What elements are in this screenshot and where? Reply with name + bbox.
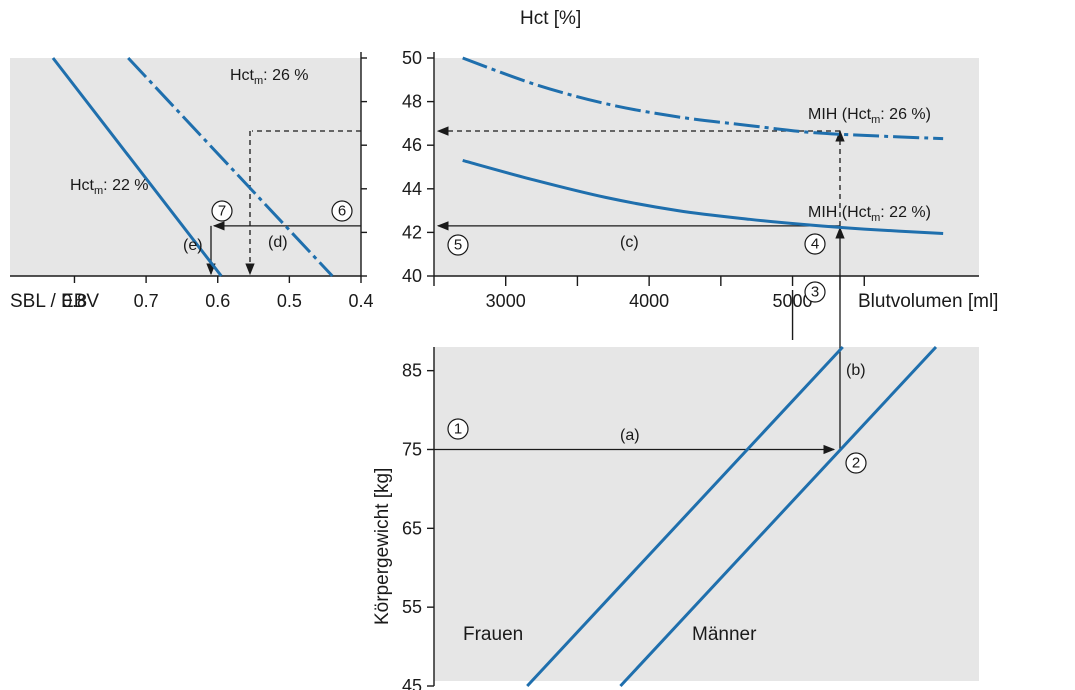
hct-tick-label: 42 [402, 222, 422, 242]
weight-tick-label: 65 [402, 518, 422, 538]
step-marker-7-circle [211, 200, 233, 222]
weight-tick-label: 55 [402, 597, 422, 617]
step-marker-6-circle [331, 200, 353, 222]
sbl-22-line [51, 57, 223, 277]
step-marker-2-circle [845, 452, 867, 474]
weight-tick-label: 45 [402, 676, 422, 690]
markers-layer: 1 2 3 4 5 6 7 [211, 200, 867, 474]
left-panel-background [10, 58, 361, 276]
bottom-panel-background [434, 347, 979, 681]
top-panel-background [434, 58, 979, 276]
weight-tick-label: 85 [402, 361, 422, 381]
step-marker-3-circle [804, 281, 826, 303]
left-hct-26-label: Hctm: 26 % [230, 67, 309, 87]
sbl-ebv-tick-label: 0.4 [348, 291, 373, 311]
maenner-line [619, 345, 938, 688]
blutvolumen-tick-label: 3000 [486, 291, 526, 311]
step-marker-6: 6 [338, 203, 346, 220]
blutvolumen-tick-label: 5000 [773, 291, 813, 311]
hct-tick-label: 46 [402, 135, 422, 155]
frauen-line [526, 345, 844, 688]
blutvolumen-axis-title: Blutvolumen [ml] [858, 291, 998, 312]
step-c-label: (c) [620, 234, 639, 251]
step-marker-1-circle [447, 418, 469, 440]
step-b-label: (b) [846, 362, 866, 379]
guides-layer [206, 126, 845, 455]
step-marker-5: 5 [454, 237, 462, 254]
step-marker-3: 3 [811, 284, 819, 301]
step-e-label: (e) [183, 237, 203, 254]
blutvolumen-tick-label: 4000 [629, 291, 669, 311]
sbl-26-line [127, 56, 334, 278]
hct-tick-label: 50 [402, 48, 422, 68]
hct-tick-label: 40 [402, 266, 422, 286]
step-d-label: (d) [268, 234, 288, 251]
step-marker-5-circle [447, 234, 469, 256]
step-marker-4-circle [804, 233, 826, 255]
hct-curve-22 [462, 159, 944, 235]
hct-tick-label: 48 [402, 92, 422, 112]
maenner-label: Männer [692, 624, 757, 645]
left-hct-22-label: Hctm: 22 % [70, 177, 149, 197]
tick-labels-layer: 40 42 44 46 48 50 3000 4000 5000 0.8 0.7 0.6 0.5 0.4 4… [62, 48, 813, 690]
axes-layer [10, 52, 979, 687]
koerpergewicht-axis-title: Körpergewicht [kg] [372, 468, 393, 625]
step-a-label: (a) [620, 427, 640, 444]
hct-curve-26 [462, 56, 944, 141]
hct-axis-title: Hct [%] [520, 8, 581, 29]
hct-tick-label: 44 [402, 179, 422, 199]
sbl-ebv-axis-title: SBL / EBV [10, 291, 99, 312]
sbl-ebv-tick-label: 0.8 [62, 291, 87, 311]
weight-tick-label: 75 [402, 439, 422, 459]
step-marker-1: 1 [454, 421, 462, 438]
curves-layer [51, 56, 944, 688]
sbl-ebv-tick-label: 0.7 [134, 291, 159, 311]
sbl-ebv-tick-label: 0.6 [205, 291, 230, 311]
mih-26-label: MIH (Hctm: 26 %) [808, 106, 931, 126]
sbl-ebv-tick-label: 0.5 [277, 291, 302, 311]
step-marker-7: 7 [218, 203, 226, 220]
frauen-label: Frauen [463, 624, 523, 645]
step-marker-2: 2 [852, 455, 860, 472]
step-marker-4: 4 [811, 236, 819, 253]
mih-22-label: MIH (Hctm: 22 %) [808, 204, 931, 224]
